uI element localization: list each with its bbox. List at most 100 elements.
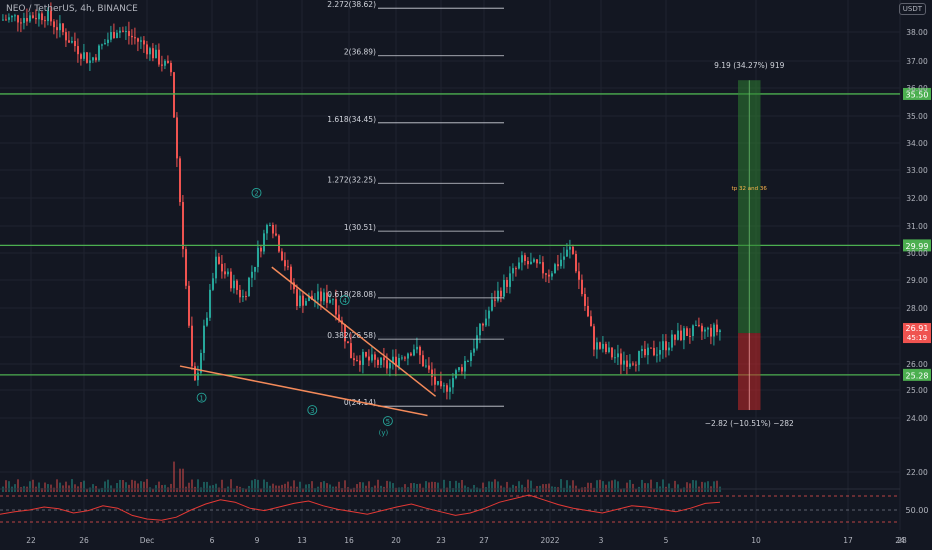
volume-bar — [608, 481, 610, 492]
volume-bar — [485, 487, 487, 492]
candle-body — [608, 347, 610, 353]
candle-body — [5, 19, 7, 21]
y-tick-label: 30.00 — [906, 249, 928, 258]
candle-body — [716, 324, 718, 333]
candle-body — [2, 19, 4, 21]
x-tick-label: 13 — [297, 536, 307, 545]
candle-body — [584, 294, 586, 306]
candle-body — [11, 15, 13, 18]
candle-body — [713, 324, 715, 337]
wave-label: 4 — [342, 297, 347, 305]
volume-bar — [347, 487, 349, 492]
price-axis[interactable]: 38.00 37.00 36.00 35.00 34.00 33.00 32.00 31.00… — [903, 28, 931, 477]
candle-body — [593, 326, 595, 350]
volume-bar — [419, 483, 421, 492]
volume-bar — [395, 487, 397, 492]
candle-body — [317, 291, 319, 300]
volume-bar — [338, 481, 340, 492]
volume-bar — [113, 488, 115, 492]
volume-bar — [266, 481, 268, 492]
volume-bar — [584, 487, 586, 492]
candle-body — [575, 253, 577, 272]
volume-bar — [203, 481, 205, 492]
volume-bar — [416, 483, 418, 492]
volume-bar — [578, 488, 580, 492]
volume-bar — [20, 487, 22, 492]
candle-body — [620, 353, 622, 365]
volume-bar — [626, 482, 628, 492]
candle-body — [428, 365, 430, 370]
candle-body — [422, 355, 424, 367]
candle-body — [146, 44, 148, 55]
trendline — [271, 266, 437, 397]
candle-body — [563, 256, 565, 260]
volume-bar — [344, 480, 346, 492]
candle-body — [128, 31, 130, 36]
volume-bar — [83, 480, 85, 492]
volume-bar — [353, 487, 355, 492]
volume-bar — [656, 482, 658, 492]
candle-body — [98, 45, 100, 61]
volume-bar — [524, 487, 526, 492]
candle-body — [386, 360, 388, 369]
candle-body — [665, 341, 667, 351]
x-tick-label: 9 — [255, 536, 260, 545]
candle-body — [254, 266, 256, 272]
candle-body — [293, 282, 295, 290]
volume-bar — [311, 481, 313, 492]
candle-body — [449, 387, 451, 392]
volume-bar — [572, 480, 574, 492]
candle-body — [569, 246, 571, 250]
candle-body — [359, 360, 361, 365]
candle-body — [377, 359, 379, 366]
currency-badge[interactable]: USDT — [898, 3, 926, 15]
x-tick-label: 22 — [26, 536, 36, 545]
volume-bar — [143, 481, 145, 492]
volume-bar — [80, 482, 82, 492]
candle-body — [188, 285, 190, 326]
volume-bar — [671, 488, 673, 492]
volume-bar — [470, 488, 472, 492]
candle-body — [182, 202, 184, 250]
volume-bar — [533, 488, 535, 492]
candle-body — [56, 27, 58, 31]
long-position-tool[interactable]: 9.19 (34.27%) 919 −2.82 (−10.51%) −282 tp … — [705, 61, 794, 428]
candle-body — [47, 10, 49, 22]
candle-body — [431, 369, 433, 377]
volume-bar — [179, 468, 181, 492]
volume-bar — [140, 481, 142, 492]
y-tick-label: 37.00 — [906, 57, 928, 66]
wave-label: 3 — [310, 407, 314, 415]
candle-body — [185, 249, 187, 286]
volume-bar — [218, 487, 220, 492]
candle-body — [167, 60, 169, 63]
volume-bar — [617, 481, 619, 492]
volume-bar — [293, 480, 295, 492]
y-tick-label: 33.00 — [906, 166, 928, 175]
volume-bar — [716, 480, 718, 492]
candle-body — [719, 330, 721, 333]
candle-body — [404, 357, 406, 359]
trendlines[interactable] — [179, 266, 437, 417]
candle-body — [308, 295, 310, 301]
candle-body — [524, 255, 526, 261]
volume-bar — [431, 481, 433, 492]
volume-bar — [191, 479, 193, 492]
candle-body — [548, 274, 550, 277]
x-tick-label: 10 — [751, 536, 761, 545]
symbol-label[interactable]: NEO / TetherUS, 4h, BINANCE — [6, 4, 138, 14]
volume-bar — [413, 482, 415, 492]
level-label-resistance: 35.50 — [906, 90, 929, 99]
volume-bar — [29, 481, 31, 492]
volume-bar — [662, 479, 664, 492]
volume-bar — [452, 488, 454, 492]
candle-body — [197, 372, 199, 381]
candle-body — [59, 23, 61, 31]
volume-bar — [17, 479, 19, 492]
volume-bar — [653, 488, 655, 492]
volume-bar — [476, 487, 478, 492]
candle-body — [209, 289, 211, 318]
candle-body — [281, 251, 283, 261]
